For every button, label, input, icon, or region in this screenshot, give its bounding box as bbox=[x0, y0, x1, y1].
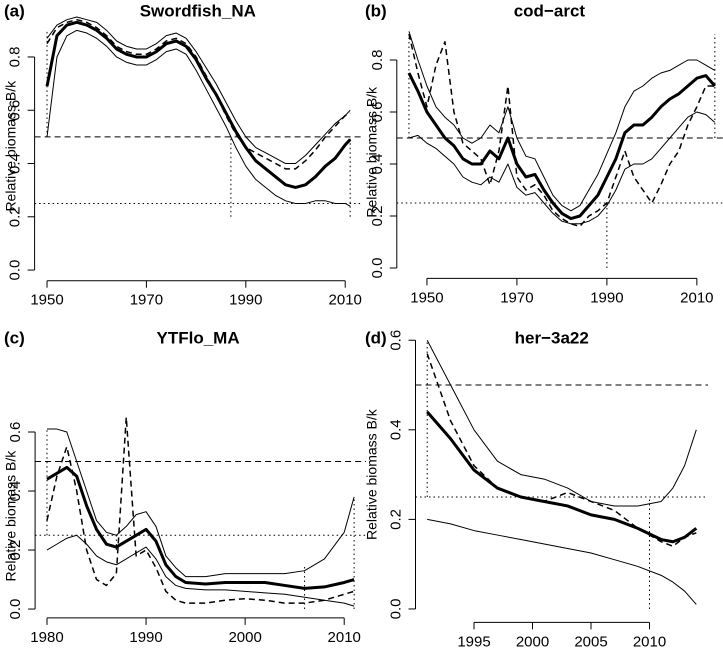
series-line bbox=[46, 16, 351, 165]
y-tick-label: 0.6 bbox=[369, 102, 386, 123]
x-tick-label: 2010 bbox=[328, 629, 361, 646]
y-axis-label: Relative biomass B/k bbox=[3, 450, 19, 582]
series-line bbox=[407, 72, 716, 221]
y-tick-label: 0.6 bbox=[7, 100, 24, 121]
y-tick-label: 0.2 bbox=[7, 540, 24, 561]
panel-label: (b) bbox=[365, 1, 387, 20]
y-tick-label: 0.4 bbox=[7, 481, 24, 502]
chart-title: cod−arct bbox=[514, 1, 586, 20]
series-line bbox=[46, 18, 351, 170]
panel-label: (a) bbox=[4, 1, 25, 20]
x-tick-label: 1950 bbox=[410, 289, 443, 306]
x-tick-label: 2000 bbox=[516, 633, 549, 650]
series-line bbox=[427, 518, 697, 605]
y-tick-label: 0.8 bbox=[369, 50, 386, 71]
y-tick-label: 0.6 bbox=[387, 330, 404, 351]
series-line bbox=[426, 410, 698, 544]
x-tick-label: 1990 bbox=[229, 292, 262, 309]
x-tick-label: 2000 bbox=[228, 629, 261, 646]
panel-label: (d) bbox=[365, 328, 387, 347]
x-tick-label: 1990 bbox=[590, 289, 623, 306]
y-tick-label: 0.6 bbox=[7, 422, 24, 443]
y-tick-label: 0.2 bbox=[7, 206, 24, 227]
x-tick-label: 1995 bbox=[457, 633, 490, 650]
x-tick-label: 1990 bbox=[129, 629, 162, 646]
y-tick-label: 0.4 bbox=[387, 419, 404, 440]
x-tick-label: 2005 bbox=[574, 633, 607, 650]
x-tick-label: 1970 bbox=[500, 289, 533, 306]
y-tick-label: 0.2 bbox=[369, 206, 386, 227]
series-line bbox=[46, 416, 355, 604]
y-axis-label: Relative biomass B/k bbox=[364, 86, 380, 218]
y-axis-label: Relative biomass B/k bbox=[3, 80, 19, 212]
series-line bbox=[45, 20, 352, 189]
series-line bbox=[46, 29, 351, 207]
y-tick-label: 0.8 bbox=[7, 47, 24, 68]
panel-label: (c) bbox=[4, 328, 25, 347]
y-tick-label: 0.0 bbox=[7, 260, 24, 281]
chart-title: YTFlo_MA bbox=[156, 328, 239, 347]
y-tick-label: 0.2 bbox=[387, 509, 404, 530]
series-line bbox=[408, 111, 716, 225]
y-axis-label: Relative biomass B/k bbox=[364, 408, 380, 540]
series-line bbox=[408, 31, 716, 212]
series-line bbox=[408, 33, 715, 228]
chart-title: Swordfish_NA bbox=[140, 1, 256, 20]
y-tick-label: 0.4 bbox=[7, 153, 24, 174]
y-tick-label: 0.0 bbox=[369, 258, 386, 279]
y-tick-label: 0.0 bbox=[7, 599, 24, 620]
x-tick-label: 2010 bbox=[633, 633, 666, 650]
x-tick-label: 1980 bbox=[30, 629, 63, 646]
series-line bbox=[46, 428, 355, 578]
series-line bbox=[426, 353, 697, 548]
series-line bbox=[46, 465, 355, 590]
x-tick-label: 2010 bbox=[680, 289, 713, 306]
series-line bbox=[426, 340, 697, 507]
y-tick-label: 0.0 bbox=[387, 599, 404, 620]
x-tick-label: 1950 bbox=[30, 292, 63, 309]
x-tick-label: 1970 bbox=[130, 292, 163, 309]
x-tick-label: 2010 bbox=[329, 292, 362, 309]
y-tick-label: 0.4 bbox=[369, 154, 386, 175]
chart-title: her−3a22 bbox=[515, 328, 589, 347]
